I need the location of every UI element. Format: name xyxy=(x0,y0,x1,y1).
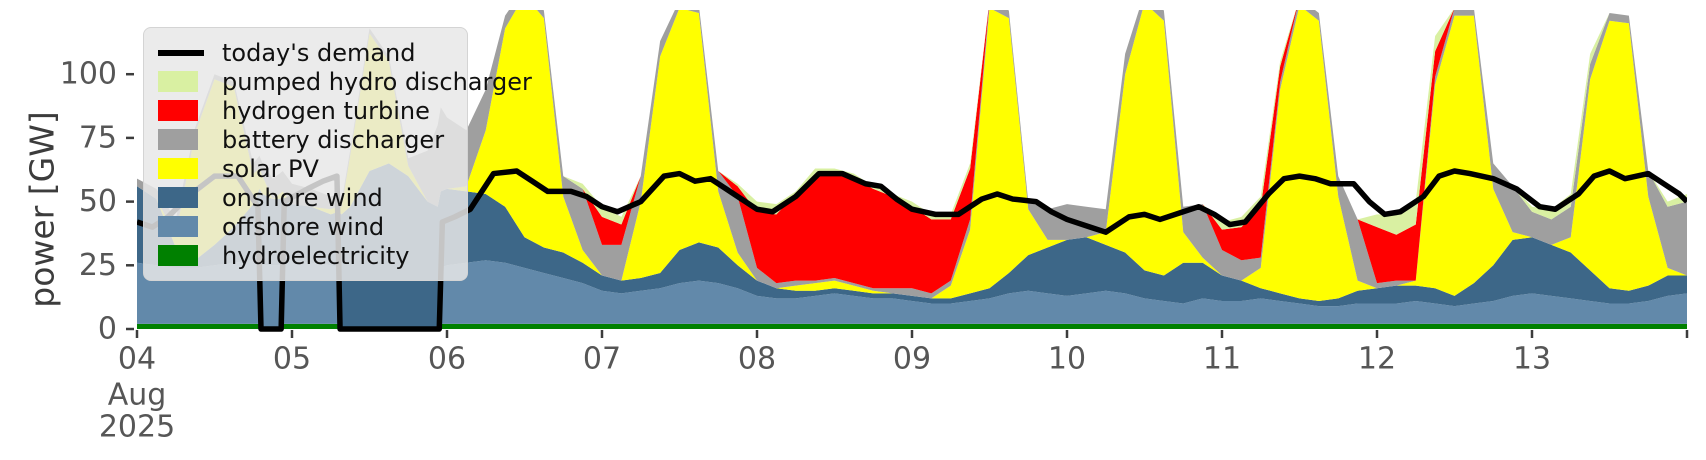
y-tick-label: 50 xyxy=(79,184,117,219)
legend-entry-solar-pv: solar PV xyxy=(158,154,453,183)
x-tick-label: 13 xyxy=(1513,342,1551,377)
y-tick-label: 100 xyxy=(60,57,117,92)
legend-entry-today-s-demand: today's demand xyxy=(158,38,453,67)
x-tick-label: 07 xyxy=(583,342,621,377)
legend-entry-hydrogen-turbine: hydrogen turbine xyxy=(158,96,453,125)
x-tick-label: 05 xyxy=(273,342,311,377)
swatch-offshore-wind xyxy=(158,216,198,237)
legend-color-swatch xyxy=(158,71,210,92)
y-tick-label: 25 xyxy=(79,248,117,283)
legend-color-swatch xyxy=(158,158,210,179)
area-hydrogen-turbine xyxy=(137,10,1687,294)
legend-entry-onshore-wind: onshore wind xyxy=(158,183,453,212)
x-tick-label: 06 xyxy=(428,342,466,377)
legend-label: offshore wind xyxy=(222,212,385,241)
x-tick-label: 12 xyxy=(1358,342,1396,377)
swatch-hydrogen-turbine xyxy=(158,100,198,121)
x-tick-label: 09 xyxy=(893,342,931,377)
legend-entry-offshore-wind: offshore wind xyxy=(158,212,453,241)
swatch-today-s-demand xyxy=(158,49,204,56)
swatch-battery-discharger xyxy=(158,129,198,150)
area-hydroelectricity xyxy=(137,323,1687,329)
legend-entry-hydroelectricity: hydroelectricity xyxy=(158,241,453,270)
legend-label: battery discharger xyxy=(222,125,445,154)
legend-label: today's demand xyxy=(222,38,416,67)
legend-entry-battery-discharger: battery discharger xyxy=(158,125,453,154)
legend-label: onshore wind xyxy=(222,183,383,212)
legend-line-swatch xyxy=(158,49,210,56)
legend-color-swatch xyxy=(158,129,210,150)
swatch-hydroelectricity xyxy=(158,245,198,266)
x-axis-month-label: Aug xyxy=(108,378,167,413)
y-tick-label: 0 xyxy=(98,312,117,347)
legend-color-swatch xyxy=(158,187,210,208)
x-tick-label: 08 xyxy=(738,342,776,377)
legend-color-swatch xyxy=(158,245,210,266)
swatch-solar-pv xyxy=(158,158,198,179)
x-tick-label: 11 xyxy=(1203,342,1241,377)
legend-label: solar PV xyxy=(222,154,319,183)
swatch-onshore-wind xyxy=(158,187,198,208)
legend-entry-pumped-hydro-discharger: pumped hydro discharger xyxy=(158,67,532,96)
legend-label: hydrogen turbine xyxy=(222,96,430,125)
swatch-pumped-hydro-discharger xyxy=(158,71,198,92)
y-tick-label: 75 xyxy=(79,120,117,155)
y-axis-title: power [GW] xyxy=(22,111,62,308)
x-tick-label: 10 xyxy=(1048,342,1086,377)
area-solar-pv xyxy=(137,10,1687,301)
x-tick-label: 04 xyxy=(118,342,156,377)
legend-label: pumped hydro discharger xyxy=(222,67,532,96)
legend-color-swatch xyxy=(158,216,210,237)
legend-label: hydroelectricity xyxy=(222,241,410,270)
x-axis-year-label: 2025 xyxy=(99,410,175,445)
legend-color-swatch xyxy=(158,100,210,121)
demand-line xyxy=(137,168,1687,332)
area-offshore-wind xyxy=(137,260,1687,329)
chart-legend: today's demand pumped hydro discharger hyd… xyxy=(143,27,532,281)
